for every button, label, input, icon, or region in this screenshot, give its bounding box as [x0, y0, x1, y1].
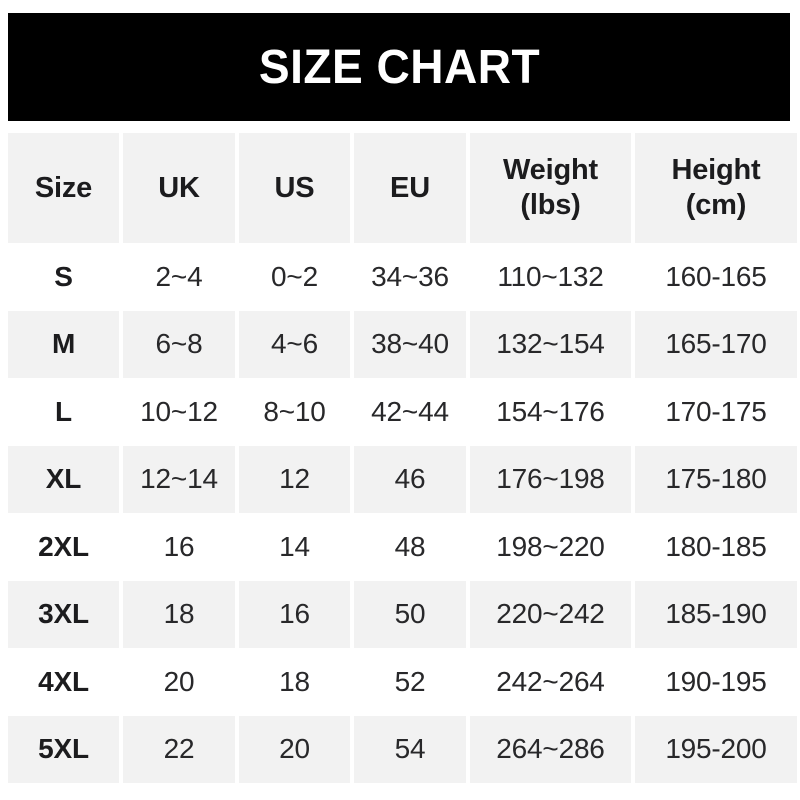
header-cell-size: Size: [8, 133, 119, 243]
cell-weight: 110~132: [497, 260, 604, 292]
cell-height: 180-185: [665, 530, 767, 562]
size-chart-banner: SIZE CHART: [8, 13, 790, 121]
table-row-l: L 10~12 8~10 42~44 154~176 170-175: [8, 378, 797, 446]
cell-weight: 264~286: [470, 715, 631, 783]
header-cell-us: US: [239, 133, 350, 243]
cell-eu: 50: [354, 580, 466, 648]
cell-eu: 52: [394, 665, 426, 697]
cell-uk: 12~14: [123, 445, 235, 513]
page-title: SIZE CHART: [258, 40, 540, 94]
cell-height: 165-170: [635, 310, 797, 378]
table-row-2xl: 2XL 16 14 48 198~220 180-185: [8, 513, 797, 581]
cell-eu: 48: [394, 530, 426, 562]
cell-size: S: [54, 260, 73, 292]
cell-weight: 132~154: [470, 310, 631, 378]
cell-weight: 242~264: [496, 665, 605, 697]
cell-height: 190-195: [665, 665, 767, 697]
table-header-row: Size UK US EU Weight (lbs) Height (cm): [8, 133, 797, 243]
header-cell-height: Height (cm): [635, 133, 797, 243]
size-table: Size UK US EU Weight (lbs) Height (cm): [8, 133, 797, 783]
header-label-line2: (cm): [685, 189, 747, 221]
table-row-4xl: 4XL 20 18 52 242~264 190-195: [8, 648, 797, 716]
table-row-5xl: 5XL 22 20 54 264~286 195-200: [8, 715, 797, 783]
header-label: Height: [671, 154, 761, 186]
cell-uk: 18: [123, 580, 235, 648]
cell-size: 3XL: [8, 580, 119, 648]
cell-eu: 46: [354, 445, 466, 513]
header-cell-eu: EU: [354, 133, 466, 243]
cell-us: 0~2: [271, 260, 318, 292]
header-label-line2: (lbs): [520, 189, 581, 221]
cell-height: 160-165: [665, 260, 767, 292]
header-label: EU: [390, 171, 430, 204]
cell-uk: 2~4: [155, 260, 203, 292]
cell-size: 4XL: [38, 665, 89, 697]
cell-size: 2XL: [38, 530, 89, 562]
header-cell-uk: UK: [123, 133, 235, 243]
cell-weight: 154~176: [496, 395, 605, 427]
cell-eu: 42~44: [371, 395, 449, 427]
cell-size: L: [55, 395, 72, 427]
cell-size: 5XL: [8, 715, 119, 783]
cell-height: 170-175: [665, 395, 767, 427]
header-label: Weight: [503, 154, 598, 186]
cell-eu: 38~40: [354, 310, 466, 378]
cell-eu: 54: [354, 715, 466, 783]
cell-uk: 10~12: [140, 395, 218, 427]
cell-weight: 176~198: [470, 445, 631, 513]
table-row-m: M 6~8 4~6 38~40 132~154 165-170: [8, 310, 797, 378]
cell-us: 18: [279, 665, 310, 697]
table-row-xl: XL 12~14 12 46 176~198 175-180: [8, 445, 797, 513]
cell-height: 175-180: [635, 445, 797, 513]
cell-height: 195-200: [635, 715, 797, 783]
header-cell-weight: Weight (lbs): [470, 133, 631, 243]
cell-uk: 16: [163, 530, 195, 562]
table-row-3xl: 3XL 18 16 50 220~242 185-190: [8, 580, 797, 648]
cell-uk: 6~8: [123, 310, 235, 378]
header-label: UK: [158, 171, 200, 204]
cell-us: 16: [239, 580, 350, 648]
cell-us: 12: [239, 445, 350, 513]
cell-size: M: [8, 310, 119, 378]
cell-size: XL: [8, 445, 119, 513]
header-label: Size: [34, 171, 93, 204]
cell-height: 185-190: [635, 580, 797, 648]
cell-uk: 22: [123, 715, 235, 783]
cell-eu: 34~36: [371, 260, 449, 292]
cell-weight: 220~242: [470, 580, 631, 648]
cell-us: 8~10: [263, 395, 326, 427]
header-label: US: [274, 171, 315, 204]
cell-us: 14: [279, 530, 310, 562]
table-row-s: S 2~4 0~2 34~36 110~132 160-165: [8, 243, 797, 311]
cell-weight: 198~220: [496, 530, 605, 562]
cell-us: 4~6: [239, 310, 350, 378]
cell-uk: 20: [163, 665, 195, 697]
cell-us: 20: [239, 715, 350, 783]
